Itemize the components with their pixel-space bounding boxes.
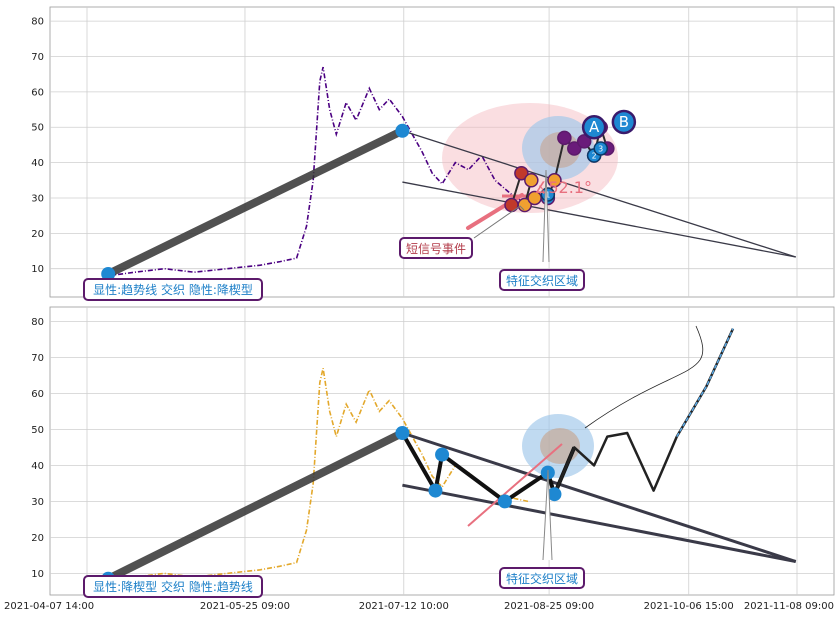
x-tick-label: 2021-11-08 09:00: [744, 601, 834, 612]
bottom-y-tick-label: 70: [31, 353, 44, 364]
top-angle-label: ∡52.1°: [534, 178, 592, 197]
bottom-projection-curve: [584, 325, 704, 429]
top-signal-dot: [576, 134, 592, 149]
top-trend-line: [104, 126, 407, 279]
top-legend-box: [83, 278, 263, 301]
top-y-tick-label: 30: [31, 193, 44, 204]
top-signal-dot: [504, 197, 519, 213]
bottom-y-ticks: 10 20 30 40 50 60 70 80: [31, 317, 44, 580]
bottom-y-tick-label: 30: [31, 497, 44, 508]
top-y-tick-label: 50: [31, 123, 44, 134]
top-pattern-line-upper: [402, 130, 796, 258]
top-y-tick-label: 20: [31, 229, 44, 240]
top-y-tick-label: 60: [31, 87, 44, 98]
bottom-legend-text: 显性:降楔型 交织 隐性:趋势线: [93, 579, 253, 594]
bottom-pivot-marker: [395, 426, 410, 440]
bottom-pivot-marker: [547, 487, 562, 502]
x-tick-label: 2021-04-07 14:00: [4, 601, 94, 612]
x-tick-label: 2021-10-06 15:00: [644, 601, 734, 612]
bottom-feature-zone-pointer: [542, 469, 553, 561]
bottom-pattern-line-lower: [402, 483, 797, 563]
bottom-legend-box: [83, 575, 263, 598]
top-y-tick-label: 10: [31, 264, 44, 275]
bottom-feature-zone-label: 特征交织区域: [506, 571, 578, 586]
top-numbered-label: 3: [598, 144, 603, 153]
top-numbered-label: 1: [545, 190, 550, 199]
top-feature-zone-box: [499, 269, 585, 291]
bottom-feature-zone-box: [499, 567, 585, 589]
top-feature-zone-label: 特征交织区域: [506, 273, 578, 288]
bottom-y-tick-label: 50: [31, 425, 44, 436]
top-short-signal-box: [399, 237, 473, 259]
top-y-tick-label: 80: [31, 17, 44, 28]
top-numbered-dot: [540, 187, 556, 202]
top-feature-zone-pointer: [542, 169, 550, 263]
top-grid: [50, 7, 834, 297]
bottom-panel: 10 20 30 40 50 60 70 80 特征交织区域 显性:降楔型 交织 隐性:趋势线: [31, 306, 835, 598]
x-axis-tick-labels: 2021-04-07 14:00 2021-05-25 09:00 2021-07-…: [4, 601, 834, 612]
bottom-grid: [50, 307, 834, 595]
top-short-signal-pointer: [473, 205, 525, 239]
bottom-pivot-marker: [428, 483, 443, 498]
top-numbered-dot: [593, 141, 608, 156]
top-signal-dot: [517, 197, 532, 213]
bottom-y-tick-label: 20: [31, 533, 44, 544]
bottom-y-tick-label: 10: [31, 569, 44, 580]
top-markers: [101, 123, 410, 282]
top-pivot-marker: [395, 123, 410, 138]
x-tick-label: 2021-05-25 09:00: [200, 601, 290, 612]
top-numbered-label: 2: [592, 152, 597, 161]
top-wave-label: A: [589, 118, 600, 136]
top-y-tick-label: 70: [31, 52, 44, 63]
bottom-pivot-marker: [435, 447, 450, 462]
bottom-projection-accent: [676, 328, 734, 437]
x-tick-label: 2021-08-25 09:00: [504, 601, 594, 612]
bottom-pattern-line-upper: [401, 431, 797, 563]
bottom-trend-line: [104, 429, 407, 583]
bottom-y-tick-label: 60: [31, 389, 44, 400]
x-tick-label: 2021-07-12 10:00: [359, 601, 449, 612]
top-signal-dot: [567, 141, 582, 156]
top-signal-dot: [524, 173, 539, 188]
top-price-line: [108, 66, 529, 277]
top-pattern-line-lower: [402, 181, 796, 258]
top-signal-dot: [547, 173, 562, 188]
top-legend-text: 显性:趋势线 交织 隐性:降楔型: [93, 282, 253, 297]
top-numbered-points: 1 23: [540, 141, 608, 202]
bottom-y-tick-label: 40: [31, 461, 44, 472]
top-signal-dot: [557, 130, 572, 146]
top-wave-dot: [611, 109, 637, 135]
top-y-ticks: 10 20 30 40 50 60 70 80: [31, 17, 44, 276]
top-wave-dot: [581, 114, 607, 140]
top-short-signal-label: 短信号事件: [406, 242, 466, 256]
top-signal-dot: [514, 165, 529, 181]
bottom-angle-arrow: [467, 443, 563, 527]
bottom-y-tick-label: 80: [31, 317, 44, 328]
top-pivot-marker: [101, 267, 116, 282]
bottom-pivot-marker: [497, 494, 512, 509]
top-wave-label: B: [619, 113, 629, 131]
top-y-tick-label: 40: [31, 158, 44, 169]
